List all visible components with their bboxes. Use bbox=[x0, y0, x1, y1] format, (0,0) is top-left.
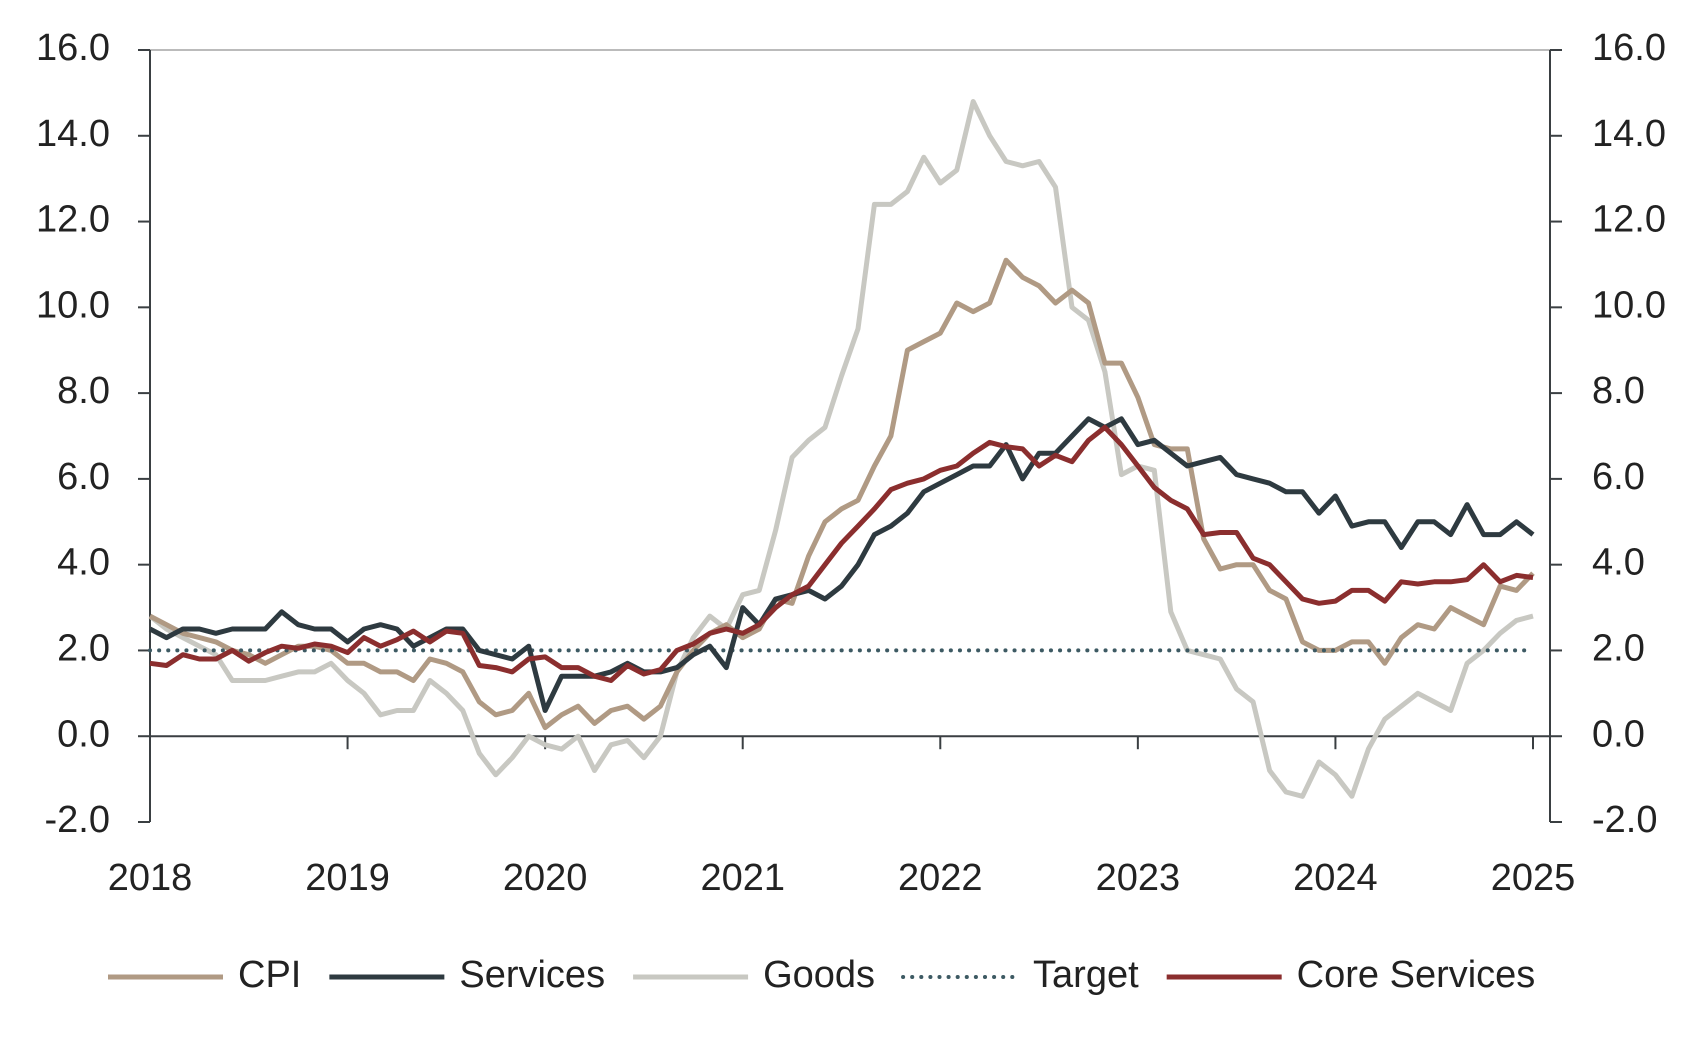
y2-tick-label: 12.0 bbox=[1592, 199, 1666, 241]
y-tick-label: 6.0 bbox=[57, 456, 110, 498]
legend-label: Target bbox=[1033, 954, 1139, 996]
x-tick-label: 2021 bbox=[700, 857, 785, 899]
x-tick-label: 2023 bbox=[1096, 857, 1181, 899]
y-tick-label: 4.0 bbox=[57, 542, 110, 584]
x-tick-label: 2024 bbox=[1293, 857, 1378, 899]
legend-label: Goods bbox=[763, 954, 875, 996]
y-tick-label: 0.0 bbox=[57, 713, 110, 755]
series-line bbox=[148, 257, 1535, 731]
y-tick-label: 14.0 bbox=[36, 113, 110, 155]
series-line bbox=[148, 416, 1535, 713]
y2-tick-label: 14.0 bbox=[1592, 113, 1666, 155]
y-tick-label: 2.0 bbox=[57, 627, 110, 669]
y-tick-label: 12.0 bbox=[36, 199, 110, 241]
y2-tick-label: 4.0 bbox=[1592, 542, 1645, 584]
y2-tick-label: 2.0 bbox=[1592, 627, 1645, 669]
x-tick-label: 2025 bbox=[1491, 857, 1576, 899]
y2-tick-label: 6.0 bbox=[1592, 456, 1645, 498]
legend-label: Core Services bbox=[1297, 954, 1536, 996]
x-tick-label: 2022 bbox=[898, 857, 983, 899]
y-tick-label: 16.0 bbox=[36, 27, 110, 69]
x-tick-label: 2019 bbox=[305, 857, 390, 899]
legend-label: Services bbox=[459, 954, 605, 996]
y2-tick-label: 16.0 bbox=[1592, 27, 1666, 69]
legend-label: CPI bbox=[238, 954, 301, 996]
y2-tick-label: -2.0 bbox=[1592, 799, 1657, 841]
series-line bbox=[149, 424, 1534, 683]
y2-tick-label: 10.0 bbox=[1592, 284, 1666, 326]
y-tick-label: -2.0 bbox=[45, 799, 110, 841]
y-tick-label: 8.0 bbox=[57, 370, 110, 412]
y-tick-label: 10.0 bbox=[36, 284, 110, 326]
series-line bbox=[148, 99, 1534, 799]
y2-tick-label: 8.0 bbox=[1592, 370, 1645, 412]
x-tick-label: 2018 bbox=[108, 857, 193, 899]
x-tick-label: 2020 bbox=[503, 857, 588, 899]
y2-tick-label: 0.0 bbox=[1592, 713, 1645, 755]
